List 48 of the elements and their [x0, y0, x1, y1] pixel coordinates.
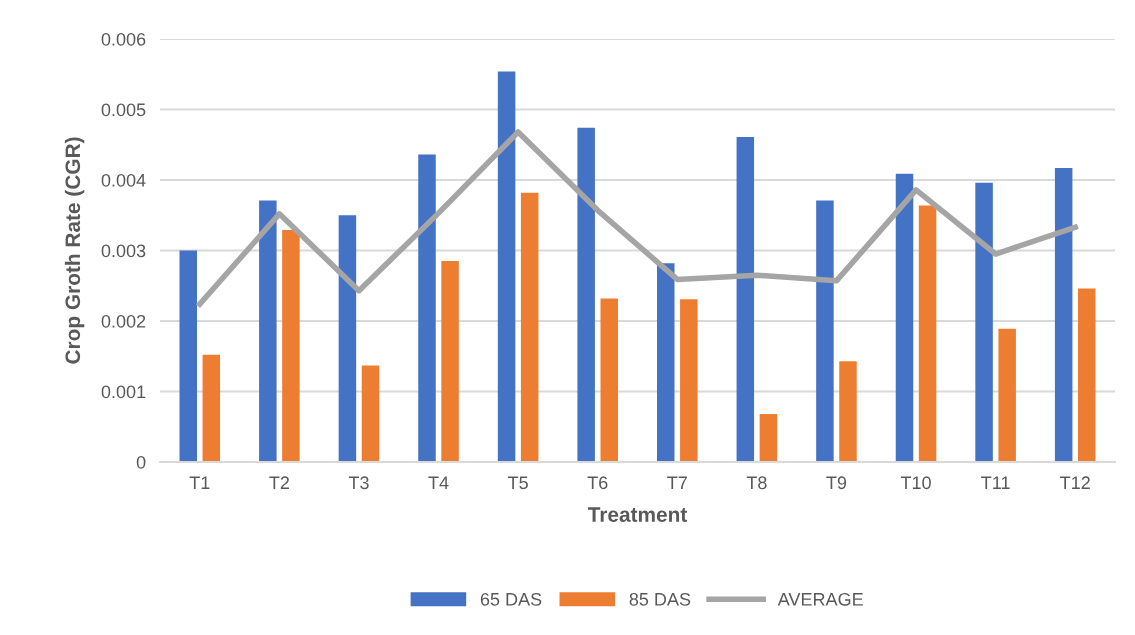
bar	[577, 127, 595, 462]
y-tick-label: 0.006	[101, 32, 146, 46]
x-tick-label: T10	[900, 476, 931, 490]
bar	[600, 298, 618, 462]
bar	[975, 182, 993, 462]
bar	[918, 205, 937, 462]
bar	[657, 263, 675, 462]
bar	[1054, 168, 1073, 462]
bar	[179, 250, 198, 462]
bar	[418, 154, 436, 462]
y-tick-label: 0.001	[101, 385, 146, 399]
x-tick-label: T5	[508, 476, 528, 490]
bar	[520, 192, 539, 462]
y-tick-label: 0.005	[101, 103, 146, 117]
x-tick-label: T4	[428, 476, 449, 489]
bar	[282, 230, 300, 462]
x-tick-label: T12	[1060, 476, 1090, 489]
x-tick-label: T9	[826, 476, 847, 490]
bar	[736, 136, 755, 462]
y-axis-title: Crop Groth Rate (CGR)	[64, 137, 85, 364]
x-tick-label: T11	[981, 476, 1010, 489]
y-tick-label: 0.003	[101, 244, 146, 258]
y-tick-label: 0	[136, 455, 146, 469]
y-tick-label: 0.004	[101, 173, 146, 187]
x-axis-title: Treatment	[587, 507, 688, 522]
bar	[895, 173, 914, 462]
bar	[759, 414, 778, 462]
x-tick-label: T3	[348, 476, 369, 490]
bar	[839, 361, 857, 462]
bar	[361, 365, 380, 462]
bar	[1077, 288, 1096, 462]
bar	[202, 354, 221, 462]
bar	[998, 328, 1016, 462]
bar	[259, 200, 277, 462]
bar	[680, 299, 698, 462]
bar	[338, 215, 357, 462]
x-tick-label: T7	[667, 476, 687, 489]
legend-label: 65 DAS	[480, 592, 542, 606]
x-tick-label: T6	[587, 476, 608, 490]
legend-label: 85 DAS	[629, 592, 691, 606]
bar	[497, 71, 516, 462]
y-tick-label: 0.002	[101, 314, 146, 328]
bar	[816, 200, 834, 462]
x-tick-label: T1	[189, 476, 210, 489]
x-tick-label: T2	[269, 476, 289, 489]
x-tick-label: T8	[746, 476, 767, 490]
legend-label: AVERAGE	[777, 592, 863, 606]
bar	[441, 261, 459, 462]
